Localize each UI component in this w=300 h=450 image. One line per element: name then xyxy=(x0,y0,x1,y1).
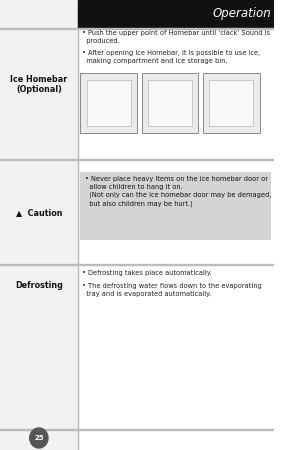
Bar xyxy=(78,0,274,28)
Text: Operation: Operation xyxy=(213,8,272,21)
Text: (Optional): (Optional) xyxy=(16,85,62,94)
Text: ▲  Caution: ▲ Caution xyxy=(16,208,62,217)
Text: Defrosting: Defrosting xyxy=(15,280,63,289)
Bar xyxy=(0,159,274,160)
Bar xyxy=(0,28,274,29)
Bar xyxy=(80,73,137,133)
Bar xyxy=(209,80,253,126)
Bar xyxy=(0,0,78,450)
Text: • Never place heavy items on the ice homebar door or
  allow children to hang it: • Never place heavy items on the ice hom… xyxy=(85,176,271,207)
Circle shape xyxy=(30,428,48,448)
Bar xyxy=(0,429,274,430)
Text: 25: 25 xyxy=(34,435,44,441)
Bar xyxy=(0,264,274,265)
Bar xyxy=(203,73,260,133)
Text: • The defrosting water flows down to the evaporating
  tray and is evaporated au: • The defrosting water flows down to the… xyxy=(82,283,262,297)
Text: • Defrosting takes place automatically.: • Defrosting takes place automatically. xyxy=(82,270,212,276)
Bar xyxy=(87,80,131,126)
Text: • After opening Ice Homebar, It is possible to use ice,
  making compartment and: • After opening Ice Homebar, It is possi… xyxy=(82,50,260,64)
Bar xyxy=(148,80,192,126)
Bar xyxy=(142,73,198,133)
Text: • Push the upper point of Homebar until ‘clack’ Sound is
  produced.: • Push the upper point of Homebar until … xyxy=(82,30,270,44)
Text: Ice Homebar: Ice Homebar xyxy=(10,75,68,84)
Bar xyxy=(80,172,272,240)
